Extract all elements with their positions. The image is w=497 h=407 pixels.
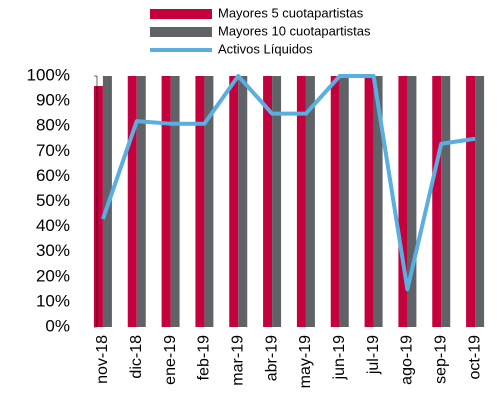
bar bbox=[441, 76, 451, 327]
x-tick-label: may-19 bbox=[297, 335, 314, 388]
bar bbox=[204, 76, 214, 327]
bar bbox=[93, 86, 103, 327]
bar bbox=[170, 76, 180, 327]
bar bbox=[296, 76, 306, 327]
bar bbox=[475, 76, 485, 327]
x-tick-label: jun-19 bbox=[331, 335, 348, 381]
bar bbox=[229, 76, 239, 327]
legend-swatch bbox=[150, 9, 212, 19]
bar bbox=[161, 76, 171, 327]
y-tick-label: 50% bbox=[36, 191, 70, 210]
bar bbox=[127, 76, 137, 327]
y-tick-label: 70% bbox=[36, 141, 70, 160]
bar bbox=[364, 76, 374, 327]
y-tick-label: 80% bbox=[36, 116, 70, 135]
x-tick-label: sep-19 bbox=[432, 335, 449, 384]
x-tick-label: abr-19 bbox=[263, 335, 280, 381]
y-tick-label: 100% bbox=[27, 65, 70, 84]
x-tick-label: dic-18 bbox=[128, 335, 145, 379]
bar bbox=[305, 76, 315, 327]
bar bbox=[466, 76, 476, 327]
x-tick-label: mar-19 bbox=[229, 335, 246, 386]
bar bbox=[136, 76, 146, 327]
bar bbox=[398, 76, 408, 327]
bar bbox=[373, 76, 383, 327]
y-tick-label: 0% bbox=[45, 316, 70, 335]
line bbox=[101, 74, 476, 292]
x-tick-label: nov-18 bbox=[94, 335, 111, 384]
y-tick-label: 10% bbox=[36, 291, 70, 310]
bar bbox=[272, 76, 282, 327]
legend-label: Activos Líquidos bbox=[218, 41, 313, 56]
bar bbox=[432, 76, 442, 327]
bar bbox=[195, 76, 205, 327]
x-tick-label: ago-19 bbox=[399, 335, 416, 385]
y-tick-label: 20% bbox=[36, 266, 70, 285]
bar bbox=[407, 76, 417, 327]
x-tick-label: jul-19 bbox=[365, 335, 382, 375]
legend-swatch bbox=[150, 27, 212, 37]
y-tick-label: 30% bbox=[36, 241, 70, 260]
bar bbox=[330, 76, 340, 327]
x-tick-label: oct-19 bbox=[466, 335, 483, 380]
x-tick-label: feb-19 bbox=[196, 335, 213, 380]
legend-label: Mayores 5 cuotapartistas bbox=[218, 5, 364, 20]
bar bbox=[238, 76, 248, 327]
y-tick-label: 90% bbox=[36, 91, 70, 110]
y-tick-label: 60% bbox=[36, 166, 70, 185]
legend-label: Mayores 10 cuotapartistas bbox=[218, 23, 371, 38]
y-tick-label: 40% bbox=[36, 216, 70, 235]
bar bbox=[339, 76, 349, 327]
x-tick-label: ene-19 bbox=[162, 335, 179, 385]
bar bbox=[263, 76, 273, 327]
